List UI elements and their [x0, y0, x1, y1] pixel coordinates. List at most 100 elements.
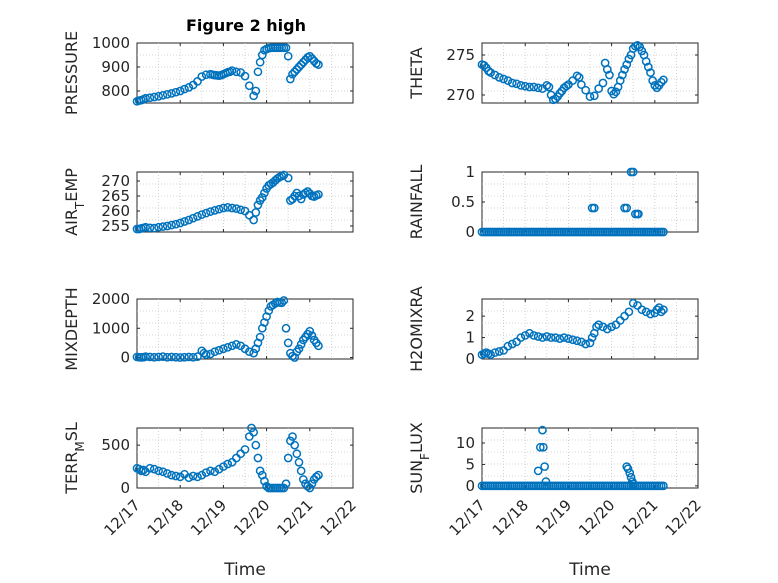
data-point	[298, 57, 308, 67]
x-tick-label: 12/22	[317, 496, 360, 539]
data-point	[145, 223, 155, 233]
data-point	[210, 206, 220, 215]
data-point	[659, 481, 668, 491]
data-point	[188, 213, 198, 223]
data-point	[158, 467, 168, 477]
y-tick-label: 265	[101, 187, 130, 205]
data-point	[551, 333, 560, 342]
y-tick-label: 270	[446, 86, 475, 104]
y-axis-label: RAINFALL	[407, 165, 426, 240]
data-point	[249, 427, 258, 437]
data-point	[184, 352, 194, 362]
data-point	[158, 90, 168, 100]
data-point	[598, 78, 608, 88]
data-point	[659, 305, 668, 315]
data-point	[656, 77, 666, 87]
data-point	[585, 338, 595, 348]
data-point	[236, 205, 246, 215]
data-point	[628, 298, 638, 308]
subplot-4: 0 0.5 1 RAINFALL	[407, 163, 699, 241]
x-tick-label: 12/20	[230, 496, 273, 539]
y-tick-label: 2	[465, 307, 475, 325]
data-point	[542, 81, 552, 90]
data-point	[538, 442, 548, 452]
data-point	[602, 324, 612, 334]
data-point	[180, 217, 189, 226]
data-point	[240, 445, 250, 454]
data-point	[314, 470, 323, 480]
data-point	[585, 92, 595, 101]
data-point	[214, 345, 224, 355]
data-point	[184, 473, 194, 483]
data-point	[232, 67, 241, 77]
data-point	[145, 463, 155, 473]
data-point	[516, 81, 526, 90]
subplot-8: 0 5 10 SUNFLUX 12/17 12/18 12/19 12/20 12/21 12/2…	[407, 422, 705, 580]
data-point	[184, 215, 194, 225]
data-point	[607, 322, 616, 332]
data-point	[210, 347, 220, 357]
data-point	[641, 57, 651, 66]
data-point	[622, 60, 632, 69]
data-point	[311, 472, 321, 482]
data-point	[512, 79, 521, 89]
x-axis-label: Time	[568, 560, 611, 580]
y-axis-label: THETA	[407, 47, 426, 99]
subplot-5: 0 1000 2000 MIXDEPTH	[62, 287, 354, 371]
data-point	[210, 467, 220, 477]
data-point	[646, 68, 655, 77]
data-point	[303, 187, 312, 196]
data-point	[247, 423, 256, 433]
data-point	[201, 208, 211, 218]
data-point	[628, 479, 638, 489]
y-tick-label: 10	[456, 434, 475, 452]
data-point	[149, 464, 159, 474]
data-point	[507, 339, 517, 349]
data-point	[594, 320, 603, 330]
data-point	[219, 462, 228, 471]
data-point	[175, 353, 185, 362]
data-point	[648, 76, 657, 85]
data-point	[286, 196, 295, 205]
data-point	[561, 81, 571, 91]
data-point	[154, 466, 163, 476]
data-point	[624, 307, 634, 317]
data-point	[559, 333, 569, 342]
data-point	[145, 93, 155, 103]
data-point	[484, 66, 493, 76]
data-point	[305, 483, 315, 493]
data-point	[598, 322, 608, 332]
data-point	[541, 477, 551, 486]
data-point	[634, 209, 643, 219]
data-point	[201, 468, 211, 477]
x-tick-label: 12/19	[532, 496, 575, 539]
data-point	[251, 208, 261, 217]
data-point	[219, 203, 228, 213]
data-point	[223, 459, 233, 469]
data-point	[641, 307, 651, 317]
data-point	[260, 188, 269, 198]
y-axis-label: AIRTEMP	[62, 168, 87, 236]
data-point	[620, 65, 629, 74]
data-point	[296, 340, 306, 349]
data-point	[618, 70, 627, 80]
data-point	[281, 479, 291, 489]
y-tick-label: 0	[465, 350, 475, 368]
data-point	[257, 193, 267, 202]
data-point	[206, 207, 215, 216]
data-point	[162, 90, 172, 99]
data-point	[162, 221, 172, 231]
data-point	[564, 334, 573, 343]
figure-title: Figure 2 high	[186, 16, 306, 35]
data-point	[503, 341, 513, 351]
subplot-6: 0 1 2 H2OMIXRA	[407, 286, 699, 372]
data-point	[499, 74, 508, 84]
y-tick-label: 1	[465, 163, 475, 181]
data-point	[227, 341, 237, 351]
data-point	[294, 62, 304, 72]
data-point	[611, 87, 621, 97]
data-point	[507, 78, 517, 88]
data-point	[227, 203, 237, 213]
